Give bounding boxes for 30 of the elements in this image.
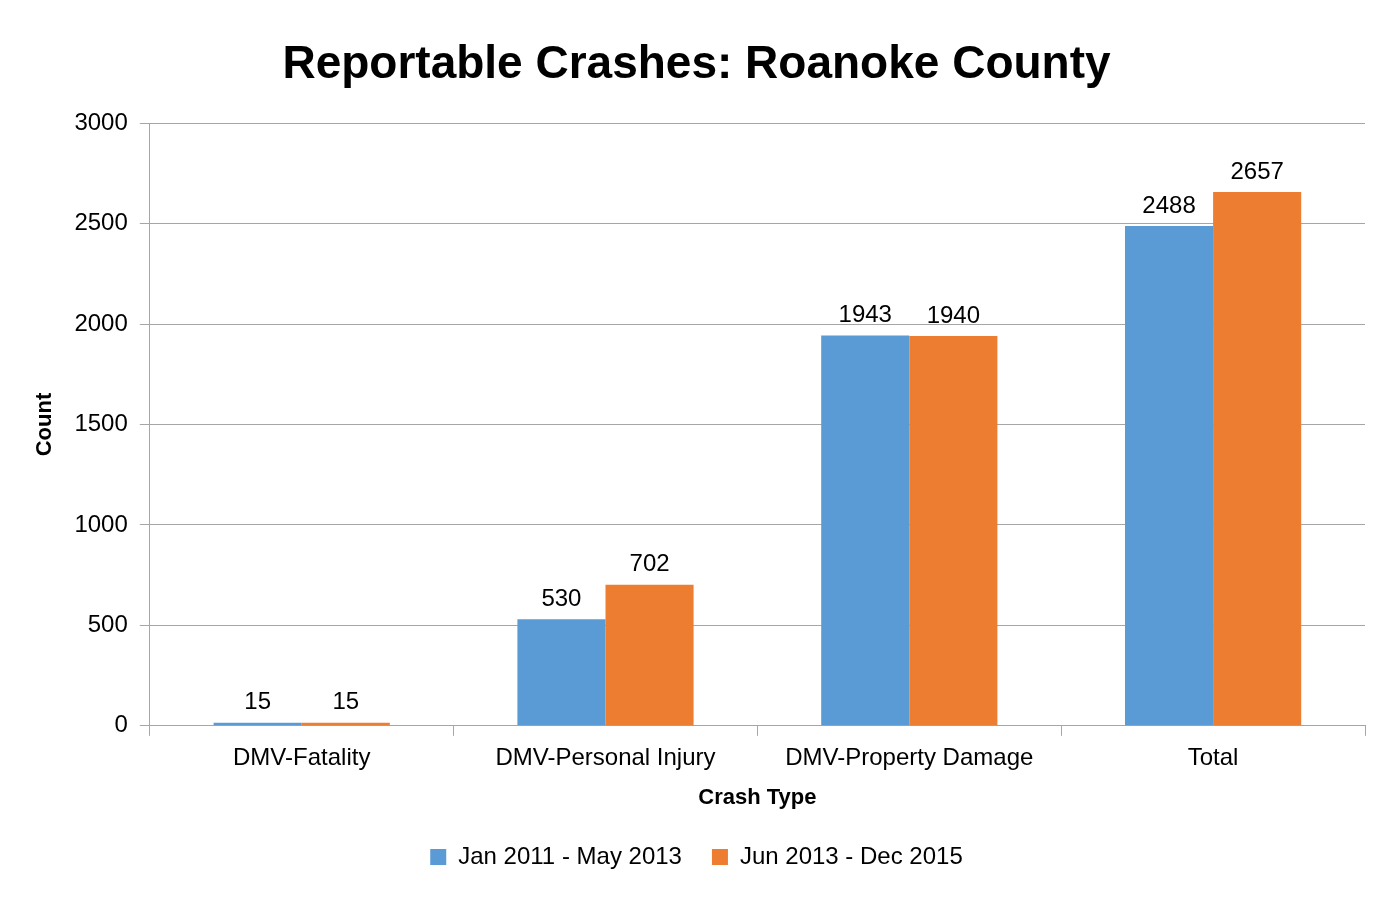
bar bbox=[605, 584, 694, 726]
bar bbox=[1125, 226, 1214, 726]
data-label: 530 bbox=[541, 583, 582, 611]
data-label: 1943 bbox=[838, 300, 892, 328]
x-tick-label: Total bbox=[1187, 742, 1239, 770]
legend-label: Jan 2011 - May 2013 bbox=[458, 841, 682, 869]
y-tick-label: 0 bbox=[114, 710, 128, 738]
bar bbox=[909, 336, 998, 726]
x-tick-label: DMV-Personal Injury bbox=[495, 742, 716, 770]
data-label: 15 bbox=[332, 687, 360, 715]
data-label: 15 bbox=[244, 687, 271, 715]
data-label: 702 bbox=[629, 549, 670, 577]
y-tick-label: 2500 bbox=[74, 208, 128, 236]
legend-label: Jun 2013 - Dec 2015 bbox=[739, 841, 963, 869]
y-tick-label: 500 bbox=[87, 609, 128, 637]
data-label: 2488 bbox=[1142, 190, 1196, 218]
x-axis-title: Crash Type bbox=[698, 783, 817, 809]
x-tick-label: DMV-Fatality bbox=[233, 742, 371, 770]
x-tick-label: DMV-Property Damage bbox=[785, 742, 1034, 770]
y-tick-label: 1500 bbox=[74, 409, 128, 437]
y-tick-label: 3000 bbox=[74, 107, 128, 135]
y-axis-title: Count bbox=[31, 392, 57, 457]
bar bbox=[821, 335, 910, 726]
y-tick-label: 2000 bbox=[74, 308, 128, 336]
chart-title: Reportable Crashes: Roanoke County bbox=[282, 36, 1111, 89]
data-label: 1940 bbox=[926, 300, 981, 328]
data-label: 2657 bbox=[1230, 156, 1284, 184]
bar bbox=[1213, 192, 1302, 726]
bar bbox=[517, 619, 606, 726]
y-tick-label: 1000 bbox=[74, 509, 128, 537]
